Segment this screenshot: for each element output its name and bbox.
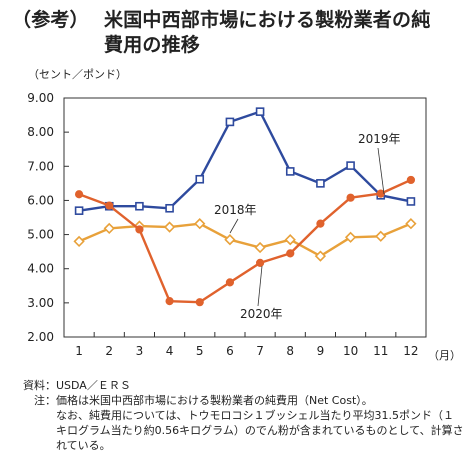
data-point xyxy=(375,230,387,242)
x-tick-label: 9 xyxy=(317,344,325,358)
data-point xyxy=(254,241,266,254)
y-axis-title: （セント／ポンド） xyxy=(28,68,127,81)
data-point xyxy=(285,167,295,176)
data-point xyxy=(405,218,417,230)
data-point xyxy=(194,218,206,230)
data-point xyxy=(74,206,84,215)
data-point xyxy=(165,203,174,213)
data-point xyxy=(105,201,114,210)
data-point xyxy=(73,235,85,248)
data-point xyxy=(255,107,265,116)
data-point xyxy=(316,219,325,228)
data-point xyxy=(255,258,265,268)
y-tick-label: 8.00 xyxy=(27,125,54,139)
series-label: 2020年 xyxy=(240,307,283,321)
data-point xyxy=(224,234,236,246)
x-tick-label: 5 xyxy=(196,344,204,358)
y-tick-label: 6.00 xyxy=(27,193,54,207)
x-tick-label: 11 xyxy=(373,344,388,358)
x-tick-label: 1 xyxy=(75,344,83,358)
data-point xyxy=(284,234,296,246)
series-label: 2018年 xyxy=(214,203,257,217)
y-tick-label: 7.00 xyxy=(27,159,54,173)
data-point xyxy=(195,298,204,307)
series-label-leader xyxy=(229,218,239,234)
x-tick-label: 6 xyxy=(226,344,234,358)
data-point xyxy=(346,161,355,170)
series-label-leader xyxy=(377,147,385,195)
x-tick-label: 8 xyxy=(286,344,294,358)
x-tick-label: 7 xyxy=(256,344,264,358)
x-tick-label: 10 xyxy=(343,344,358,358)
chart-title: （参考） 米国中西部市場における製粉業者の純 費用の推移 xyxy=(12,8,430,58)
title-line-2: 費用の推移 xyxy=(104,34,201,56)
data-point xyxy=(286,249,295,258)
note-label: 注： xyxy=(34,394,56,407)
series-line-2 xyxy=(78,178,412,304)
y-tick-label: 2.00 xyxy=(27,330,54,344)
note-line-1: 価格は米国中西部市場における製粉業者の純費用（Net Cost）。 xyxy=(56,394,373,407)
y-tick-label: 3.00 xyxy=(27,296,54,310)
data-point xyxy=(314,250,327,262)
data-point xyxy=(135,225,144,234)
data-point xyxy=(165,297,174,306)
note-line-2: なお、純費用については、トウモロコシ１ブッシェル当たり平均31.5ポンド（１キロ… xyxy=(56,409,464,452)
data-point xyxy=(316,179,325,188)
data-point xyxy=(225,117,235,127)
x-axis-title: （月） xyxy=(428,349,461,362)
y-tick-label: 5.00 xyxy=(27,228,54,242)
series-label: 2019年 xyxy=(358,132,401,146)
series-line-0 xyxy=(78,110,412,212)
x-tick-label: 2 xyxy=(105,344,113,358)
data-point xyxy=(406,175,416,185)
x-tick-label: 3 xyxy=(136,344,144,358)
footnote: 資料： USDA／ＥＲＳ 注： 価格は米国中西部市場における製粉業者の純費用（N… xyxy=(12,378,464,453)
data-point xyxy=(74,190,84,199)
data-point xyxy=(406,197,416,206)
data-point xyxy=(346,193,355,202)
x-tick-label: 12 xyxy=(403,344,418,358)
data-point xyxy=(163,221,176,233)
y-tick-label: 9.00 xyxy=(27,91,54,105)
data-point xyxy=(103,222,115,235)
source-text: USDA／ＥＲＳ xyxy=(56,379,131,392)
title-prefix: （参考） xyxy=(12,9,89,31)
y-tick-label: 4.00 xyxy=(27,262,54,276)
source-label: 資料： xyxy=(23,379,56,392)
data-point xyxy=(344,231,357,243)
series-line-1 xyxy=(78,222,412,258)
x-tick-label: 4 xyxy=(166,344,174,358)
data-point xyxy=(195,174,205,184)
title-line-1: 米国中西部市場における製粉業者の純 xyxy=(104,9,431,31)
series-label-leader xyxy=(257,265,263,307)
data-point xyxy=(225,278,235,287)
data-point xyxy=(135,201,144,211)
